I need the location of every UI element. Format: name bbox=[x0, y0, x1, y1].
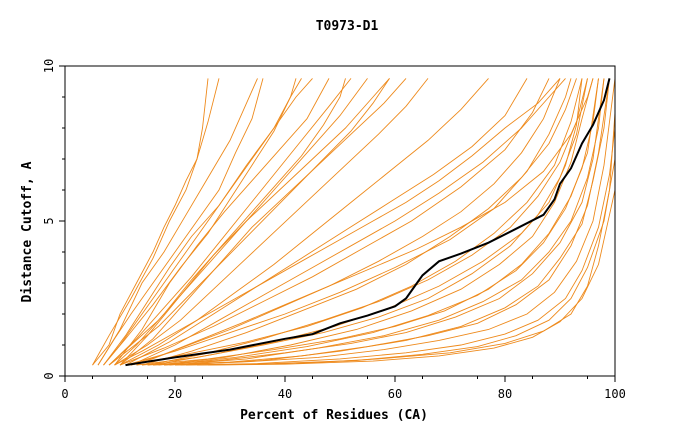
x-tick-label-5: 100 bbox=[604, 387, 626, 401]
highlight-layer bbox=[125, 78, 611, 367]
series-line-20 bbox=[196, 189, 616, 366]
series-line-4 bbox=[103, 78, 302, 366]
x-tick-label-3: 60 bbox=[388, 387, 402, 401]
series-line-36 bbox=[114, 78, 346, 366]
y-axis-label: Distance Cutoff, A bbox=[20, 161, 35, 302]
chart-title: T0973-D1 bbox=[316, 19, 379, 34]
series-line-18 bbox=[174, 127, 616, 366]
series-line-39 bbox=[130, 78, 566, 366]
series-line-15 bbox=[147, 78, 605, 366]
highlight-series-line bbox=[125, 78, 611, 367]
series-line-38 bbox=[163, 78, 599, 366]
series-line-35 bbox=[103, 78, 297, 366]
x-axis-ticks: 0 20 40 60 80 100 bbox=[61, 376, 626, 401]
series-line-26 bbox=[136, 78, 561, 366]
series-line-31 bbox=[207, 112, 616, 366]
series-line-21 bbox=[114, 78, 561, 366]
y-tick-label-0: 0 bbox=[42, 372, 56, 379]
series-line-3 bbox=[97, 78, 264, 366]
x-tick-label-4: 80 bbox=[498, 387, 512, 401]
series-line-1 bbox=[92, 78, 209, 366]
series-line-12 bbox=[130, 78, 583, 366]
series-line-37 bbox=[152, 78, 583, 366]
x-tick-label-2: 40 bbox=[278, 387, 292, 401]
series-line-19 bbox=[185, 158, 616, 366]
series-line-7 bbox=[108, 78, 368, 366]
y-axis-ticks: 0 5 10 bbox=[42, 59, 65, 380]
series-line-30 bbox=[180, 78, 610, 366]
series-line-25 bbox=[97, 78, 258, 366]
x-axis-label: Percent of Residues (CA) bbox=[240, 408, 428, 423]
series-line-22 bbox=[130, 78, 594, 366]
series-line-23 bbox=[119, 78, 407, 366]
series-line-33 bbox=[125, 78, 528, 366]
series-line-24 bbox=[114, 78, 330, 366]
x-tick-label-1: 20 bbox=[168, 387, 182, 401]
y-tick-label-2: 10 bbox=[42, 59, 56, 73]
x-tick-label-0: 0 bbox=[61, 387, 68, 401]
series-line-9 bbox=[119, 78, 489, 366]
series-line-27 bbox=[147, 78, 588, 366]
series-line-29 bbox=[169, 78, 605, 366]
series-layer bbox=[92, 78, 616, 366]
series-line-6 bbox=[108, 78, 352, 366]
series-line-10 bbox=[119, 78, 550, 366]
series-line-8 bbox=[114, 78, 429, 366]
series-line-17 bbox=[163, 78, 616, 366]
series-line-32 bbox=[108, 78, 390, 366]
series-line-28 bbox=[158, 78, 594, 366]
series-line-2 bbox=[92, 78, 220, 366]
series-line-40 bbox=[119, 78, 390, 366]
series-line-34 bbox=[141, 78, 577, 366]
series-line-5 bbox=[103, 78, 313, 366]
y-tick-label-1: 5 bbox=[42, 217, 56, 224]
